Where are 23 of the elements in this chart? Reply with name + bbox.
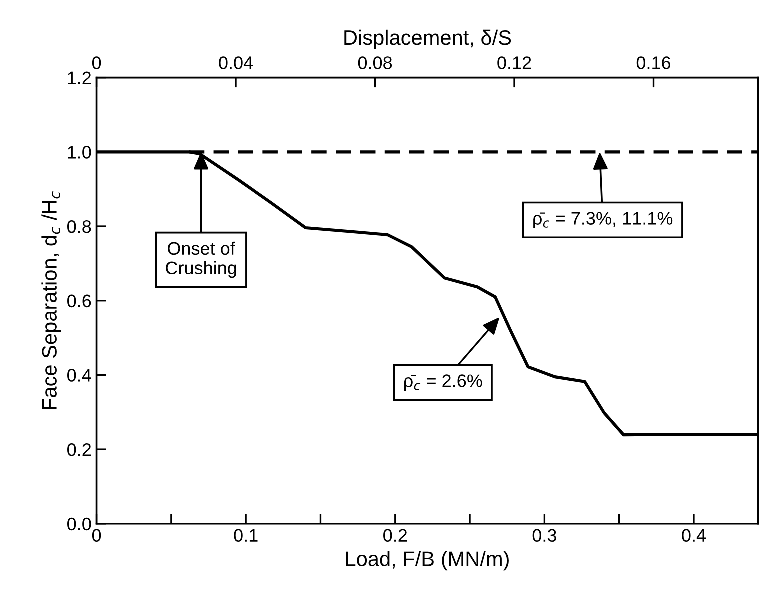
x-tick-label: 0.3	[532, 529, 556, 542]
y-tick-label: 0.8	[68, 220, 92, 234]
y-tick-label: 0.2	[68, 443, 92, 456]
x2-axis-title: Displacement, δ/S	[344, 30, 512, 50]
x2-tick-label: 0.16	[636, 56, 671, 70]
x-tick-label: 0	[92, 529, 102, 542]
y-tick-label: 0.4	[68, 369, 92, 382]
y-tick-label: 0.0	[68, 518, 92, 531]
annotation: Onset of Crushing	[166, 242, 236, 278]
x-tick-label: 0.1	[234, 529, 258, 542]
x-tick-label: 0.4	[682, 529, 706, 542]
y-axis-title: Face Separation, d$_{c}$ /H$_{c}$	[42, 192, 62, 410]
y-tick-label: 0.6	[68, 294, 92, 308]
annotation: ρ̄$_{c}$ = 2.6%	[404, 374, 482, 391]
x-tick-label: 0.2	[384, 529, 408, 542]
x-axis-title: Load, F/B (MN/m)	[346, 551, 509, 571]
x2-tick-label: 0	[92, 56, 102, 70]
annotation: ρ̄$_{c}$ = 7.3%, 11.1%	[534, 212, 673, 229]
x2-tick-label: 0.12	[498, 56, 532, 70]
y-tick-label: 1.2	[68, 72, 92, 84]
x2-tick-label: 0.08	[358, 56, 392, 70]
y-tick-label: 1.0	[68, 146, 92, 159]
x2-tick-label: 0.04	[219, 56, 254, 70]
